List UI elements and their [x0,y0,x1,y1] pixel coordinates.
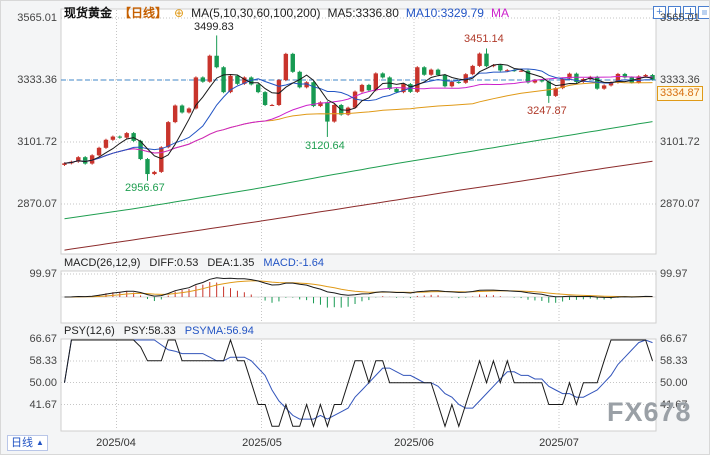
time-axis-label: 2025/06 [394,437,434,449]
ma5-value: MA5:3336.80 [327,6,399,20]
dropdown-arrow-icon: ▲ [36,438,44,447]
macd-axis-label: 99.97 [29,268,57,280]
maximize-icon[interactable] [698,6,709,19]
psy-axis-label: 66.67 [660,333,688,345]
time-axis-label: 2025/05 [242,437,282,449]
macd-diff-value: DIFF:0.53 [149,257,199,269]
price-axis-label: 3565.01 [660,12,700,24]
macd-params: MACD(26,12,9) [64,257,141,269]
symbol-name: 现货黄金 [64,6,113,20]
psy-axis-label: 66.67 [29,333,57,345]
low-annotation: 3247.87 [527,105,567,117]
ma30-value-truncated: MA [490,6,509,20]
psy-axis-label: 50.00 [29,377,57,389]
time-axis-label: 2025/07 [539,437,579,449]
psy-axis-label: 58.33 [29,355,57,367]
psy-params: PSY(12,6) [64,325,115,337]
price-axis-label: 2870.07 [17,198,57,210]
period-selector-button[interactable]: 日线 ▲ [7,435,48,451]
low-annotation: 3120.64 [305,140,345,152]
price-axis-label: 3333.36 [660,74,700,86]
macd-axis-label: 99.97 [660,268,688,280]
psy-axis-label: 58.33 [660,355,688,367]
price-axis-label: 3333.36 [17,74,57,86]
macd-header: MACD(26,12,9) DIFF:0.53 DEA:1.35 MACD:-1… [64,257,324,270]
chart-header: 现货黄金 【日线】 ⊕ MA(5,10,30,60,100,200) MA5:3… [64,6,649,20]
psy-value: PSY:58.33 [123,325,176,337]
split-four-icon[interactable] [683,6,696,19]
macd-dea-value: DEA:1.35 [207,257,255,269]
period-label: 【日线】 [119,6,168,20]
last-price-badge: 3334.87 [657,86,703,101]
add-window-icon[interactable]: + [653,6,666,19]
window-toolbar: + [653,6,709,19]
indicator-settings-icon[interactable]: ⊕ [174,6,185,20]
price-axis-label: 3101.72 [17,136,57,148]
psy-axis-label: 41.67 [29,399,57,411]
price-axis-label: 2870.07 [660,198,700,210]
psy-axis-label: 41.67 [660,399,688,411]
split-two-icon[interactable] [668,6,681,19]
low-annotation: 2956.67 [125,182,165,194]
macd-value: MACD:-1.64 [263,257,324,269]
watermark: FX678 [607,397,692,427]
ma-params: MA(5,10,30,60,100,200) [191,6,321,20]
high-annotation: 3451.14 [464,33,504,45]
psyma-value: PSYMA:56.94 [184,325,254,337]
price-axis-label: 3565.01 [17,12,57,24]
ma10-value: MA10:3329.79 [405,6,484,20]
high-annotation: 3499.83 [194,21,234,33]
psy-header: PSY(12,6) PSY:58.33 PSYMA:56.94 [64,325,254,338]
psy-axis-label: 50.00 [660,377,688,389]
period-selector-label: 日线 [11,437,33,449]
time-axis-label: 2025/04 [96,437,136,449]
price-axis-label: 3101.72 [660,136,700,148]
